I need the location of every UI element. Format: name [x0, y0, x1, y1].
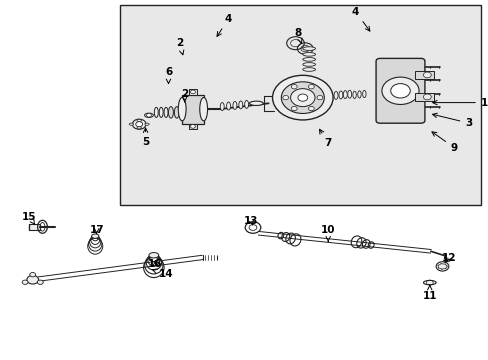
Text: 3: 3	[432, 113, 471, 128]
Ellipse shape	[362, 90, 366, 98]
Bar	[182, 95, 203, 123]
Text: 4: 4	[351, 6, 369, 31]
Ellipse shape	[159, 107, 163, 117]
Ellipse shape	[149, 253, 159, 258]
Ellipse shape	[333, 91, 337, 99]
Circle shape	[390, 84, 409, 98]
Ellipse shape	[137, 127, 141, 129]
Ellipse shape	[352, 91, 356, 98]
Bar	[189, 123, 197, 129]
Ellipse shape	[244, 100, 248, 108]
Text: 5: 5	[142, 128, 149, 147]
Ellipse shape	[226, 102, 230, 110]
Ellipse shape	[154, 107, 158, 117]
Ellipse shape	[129, 123, 133, 125]
Ellipse shape	[347, 90, 351, 98]
Ellipse shape	[249, 101, 263, 105]
Text: 12: 12	[441, 253, 456, 264]
Ellipse shape	[338, 91, 342, 99]
Circle shape	[316, 95, 322, 100]
Ellipse shape	[423, 280, 435, 285]
Circle shape	[291, 107, 297, 111]
Ellipse shape	[220, 103, 224, 111]
Ellipse shape	[302, 68, 315, 71]
Circle shape	[290, 89, 314, 107]
Ellipse shape	[168, 107, 173, 118]
Text: 1: 1	[432, 98, 487, 108]
Ellipse shape	[302, 63, 315, 66]
Ellipse shape	[144, 113, 153, 117]
Text: 2: 2	[181, 89, 188, 102]
Ellipse shape	[343, 91, 346, 99]
Ellipse shape	[232, 102, 236, 109]
Circle shape	[132, 119, 146, 129]
Text: 9: 9	[431, 132, 457, 153]
Circle shape	[282, 95, 288, 100]
Bar	[120, 5, 480, 205]
Text: 4: 4	[217, 14, 232, 36]
Ellipse shape	[164, 107, 168, 117]
Circle shape	[297, 94, 307, 101]
Ellipse shape	[91, 234, 99, 238]
Circle shape	[27, 275, 39, 284]
Circle shape	[308, 85, 314, 89]
Ellipse shape	[178, 98, 186, 121]
Text: 8: 8	[294, 28, 302, 44]
Text: 13: 13	[244, 216, 258, 226]
Text: 16: 16	[148, 258, 162, 269]
Circle shape	[423, 94, 430, 100]
Ellipse shape	[357, 91, 361, 98]
Text: 14: 14	[152, 269, 173, 279]
Circle shape	[423, 72, 430, 78]
Bar	[414, 71, 433, 79]
Circle shape	[37, 280, 43, 284]
Text: 15: 15	[22, 212, 37, 225]
Text: 6: 6	[164, 67, 172, 84]
Text: 7: 7	[319, 129, 331, 148]
Ellipse shape	[238, 101, 242, 109]
Circle shape	[136, 122, 142, 127]
Circle shape	[435, 262, 448, 271]
Ellipse shape	[144, 123, 149, 125]
Circle shape	[291, 85, 297, 89]
Circle shape	[146, 113, 151, 117]
Bar	[189, 89, 197, 95]
Circle shape	[190, 125, 195, 128]
Ellipse shape	[200, 98, 207, 121]
Circle shape	[272, 75, 332, 120]
Text: 17: 17	[89, 225, 104, 235]
Text: 2: 2	[176, 38, 183, 55]
Circle shape	[308, 107, 314, 111]
Bar	[29, 224, 40, 230]
Ellipse shape	[137, 120, 141, 122]
Text: 10: 10	[320, 225, 335, 241]
Text: 11: 11	[422, 285, 436, 301]
Ellipse shape	[302, 58, 315, 61]
Circle shape	[381, 77, 418, 104]
FancyBboxPatch shape	[375, 58, 424, 123]
Ellipse shape	[302, 47, 315, 50]
Ellipse shape	[174, 107, 179, 118]
Circle shape	[190, 90, 195, 94]
Circle shape	[281, 82, 324, 113]
Circle shape	[30, 273, 36, 277]
Circle shape	[22, 280, 28, 284]
Bar	[414, 93, 433, 101]
Ellipse shape	[302, 53, 315, 56]
